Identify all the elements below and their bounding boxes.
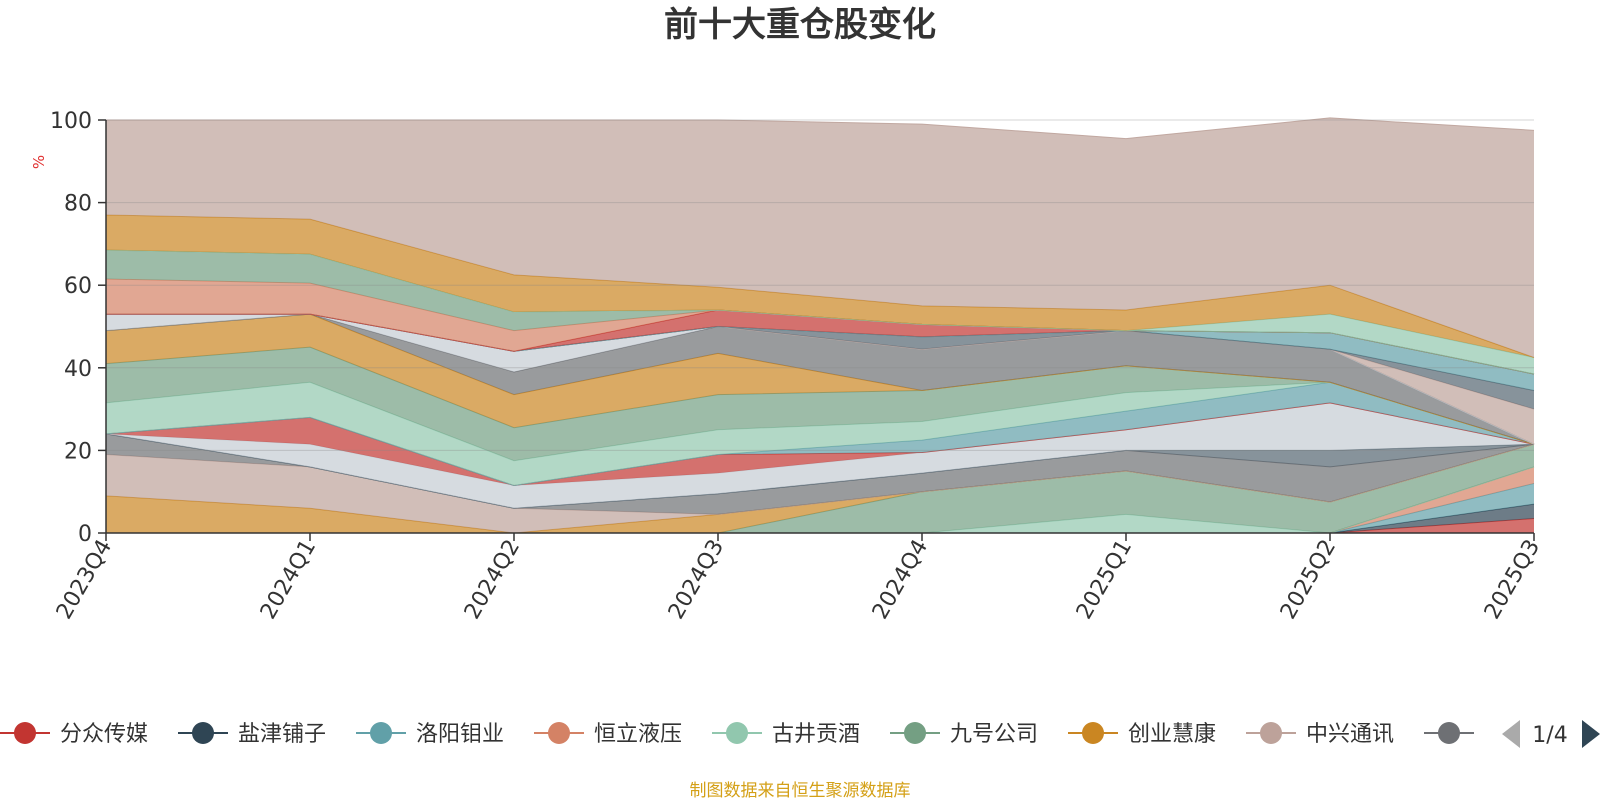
x-tick-label-2: 2024Q2 xyxy=(460,536,525,624)
legend-label: 分众传媒 xyxy=(60,722,148,747)
legend-item-4[interactable]: 古井贡酒 xyxy=(712,722,860,747)
y-tick-label-5: 100 xyxy=(50,109,92,134)
y-tick-label-2: 40 xyxy=(64,357,92,382)
source-note: 制图数据来自恒生聚源数据库 xyxy=(690,781,911,800)
legend-label: 九号公司 xyxy=(950,722,1038,747)
legend-item-7[interactable]: 中兴通讯 xyxy=(1246,722,1394,747)
y-tick-label-3: 60 xyxy=(64,274,92,299)
legend-marker-icon xyxy=(1082,722,1104,744)
x-tick-label-5: 2025Q1 xyxy=(1072,536,1137,624)
area-series-25[interactable] xyxy=(106,214,1534,358)
x-axis-ticks: 2023Q4 2024Q1 2024Q2 2024Q3 2024Q4 2025Q1 2025… xyxy=(52,533,1545,624)
area-series-21[interactable] xyxy=(106,309,1534,374)
x-tick-label-7: 2025Q3 xyxy=(1480,536,1545,624)
legend-next-page-icon[interactable] xyxy=(1582,720,1600,748)
legend-item-5[interactable]: 九号公司 xyxy=(890,722,1038,747)
area-series-12[interactable] xyxy=(106,382,1534,486)
y-tick-label-4: 80 xyxy=(64,192,92,217)
legend-item-0[interactable]: 分众传媒 xyxy=(0,722,148,747)
area-series-7[interactable] xyxy=(106,444,1534,533)
area-series-19[interactable] xyxy=(106,314,1534,410)
y-axis-ticks: 0 20 40 60 80 100 xyxy=(50,109,106,547)
area-series-6[interactable] xyxy=(106,444,1534,533)
legend-marker-icon xyxy=(14,722,36,744)
legend-label: 中兴通讯 xyxy=(1306,722,1394,747)
area-series-16[interactable] xyxy=(106,314,1534,445)
area-series-10[interactable] xyxy=(106,402,1534,509)
area-series-5[interactable] xyxy=(106,444,1534,533)
legend[interactable]: 分众传媒 盐津铺子 洛阳钼业 恒立液压 古井贡酒 九号公司 创业慧康 中兴通讯 xyxy=(0,722,1474,747)
x-tick-label-6: 2025Q2 xyxy=(1276,536,1341,624)
area-series-13[interactable] xyxy=(106,382,1534,486)
legend-item-3[interactable]: 恒立液压 xyxy=(534,722,682,747)
y-axis-unit: % xyxy=(30,155,48,169)
x-tick-label-1: 2024Q1 xyxy=(256,536,321,624)
legend-label: 恒立液压 xyxy=(594,722,682,747)
area-series-20[interactable] xyxy=(106,314,1534,391)
legend-marker-icon xyxy=(1260,722,1282,744)
axes xyxy=(105,120,1534,534)
area-line-26 xyxy=(106,117,1535,140)
x-tick-label-0: 2023Q4 xyxy=(52,536,117,624)
area-series-14[interactable] xyxy=(106,347,1534,461)
legend-label: 创业慧康 xyxy=(1128,722,1216,747)
legend-marker-icon xyxy=(370,722,392,744)
legend-item-2[interactable]: 洛阳钼业 xyxy=(356,722,504,747)
chart-title: 前十大重仓股变化 xyxy=(664,5,936,45)
area-series-26[interactable] xyxy=(106,117,1534,358)
legend-marker-icon xyxy=(548,722,570,744)
legend-marker-icon xyxy=(1438,722,1460,744)
x-tick-label-4: 2024Q4 xyxy=(868,536,933,624)
legend-marker-icon xyxy=(904,722,926,744)
legend-page-indicator: 1/4 xyxy=(1532,723,1567,748)
legend-pager[interactable]: 1/4 xyxy=(1502,720,1600,748)
area-series[interactable] xyxy=(105,117,1535,534)
legend-item-8[interactable] xyxy=(1424,722,1474,744)
legend-label: 盐津铺子 xyxy=(238,722,326,747)
legend-item-1[interactable]: 盐津铺子 xyxy=(178,722,326,747)
y-tick-label-0: 0 xyxy=(78,522,92,547)
legend-label: 洛阳钼业 xyxy=(416,722,504,747)
area-series-23[interactable] xyxy=(106,250,1534,374)
legend-marker-icon xyxy=(726,722,748,744)
y-tick-label-1: 20 xyxy=(64,439,92,464)
area-series-9[interactable] xyxy=(106,433,1534,509)
legend-label: 古井贡酒 xyxy=(772,722,860,747)
grid-lines xyxy=(106,119,1534,451)
area-series-15[interactable] xyxy=(106,314,1534,445)
x-tick-label-3: 2024Q3 xyxy=(664,536,729,624)
legend-prev-page-icon[interactable] xyxy=(1502,720,1520,748)
legend-marker-icon xyxy=(192,722,214,744)
area-series-0[interactable] xyxy=(106,518,1534,533)
legend-item-6[interactable]: 创业慧康 xyxy=(1068,722,1216,747)
area-series-22[interactable] xyxy=(106,279,1534,374)
area-series-8[interactable] xyxy=(106,433,1534,515)
area-series-17[interactable] xyxy=(106,314,1534,445)
